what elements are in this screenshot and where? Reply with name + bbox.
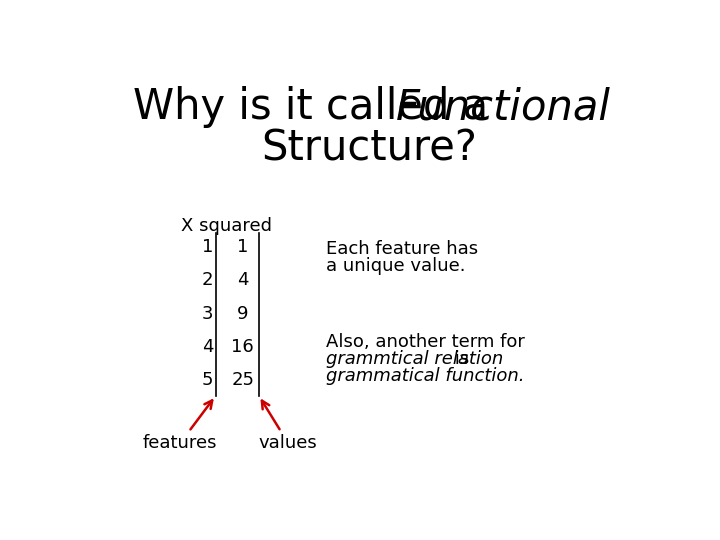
Text: 2: 2 — [202, 272, 214, 289]
Text: Functional: Functional — [396, 86, 611, 129]
Text: a unique value.: a unique value. — [326, 257, 466, 275]
Text: 1: 1 — [237, 238, 248, 256]
Text: features: features — [143, 400, 217, 453]
Text: Each feature has: Each feature has — [326, 240, 479, 258]
Text: 4: 4 — [237, 272, 248, 289]
Text: 9: 9 — [237, 305, 248, 322]
Text: X squared: X squared — [181, 217, 272, 235]
Text: grammatical function.: grammatical function. — [326, 367, 525, 384]
Text: 3: 3 — [202, 305, 214, 322]
Text: is: is — [449, 350, 469, 368]
Text: Structure?: Structure? — [261, 128, 477, 170]
Text: 1: 1 — [202, 238, 214, 256]
Text: Why is it called a: Why is it called a — [132, 86, 501, 129]
Text: 25: 25 — [231, 371, 254, 389]
Text: 16: 16 — [231, 338, 254, 356]
Text: values: values — [259, 401, 318, 453]
Text: grammtical relation: grammtical relation — [326, 350, 503, 368]
Text: 4: 4 — [202, 338, 214, 356]
Text: Also, another term for: Also, another term for — [326, 333, 526, 351]
Text: 5: 5 — [202, 371, 214, 389]
